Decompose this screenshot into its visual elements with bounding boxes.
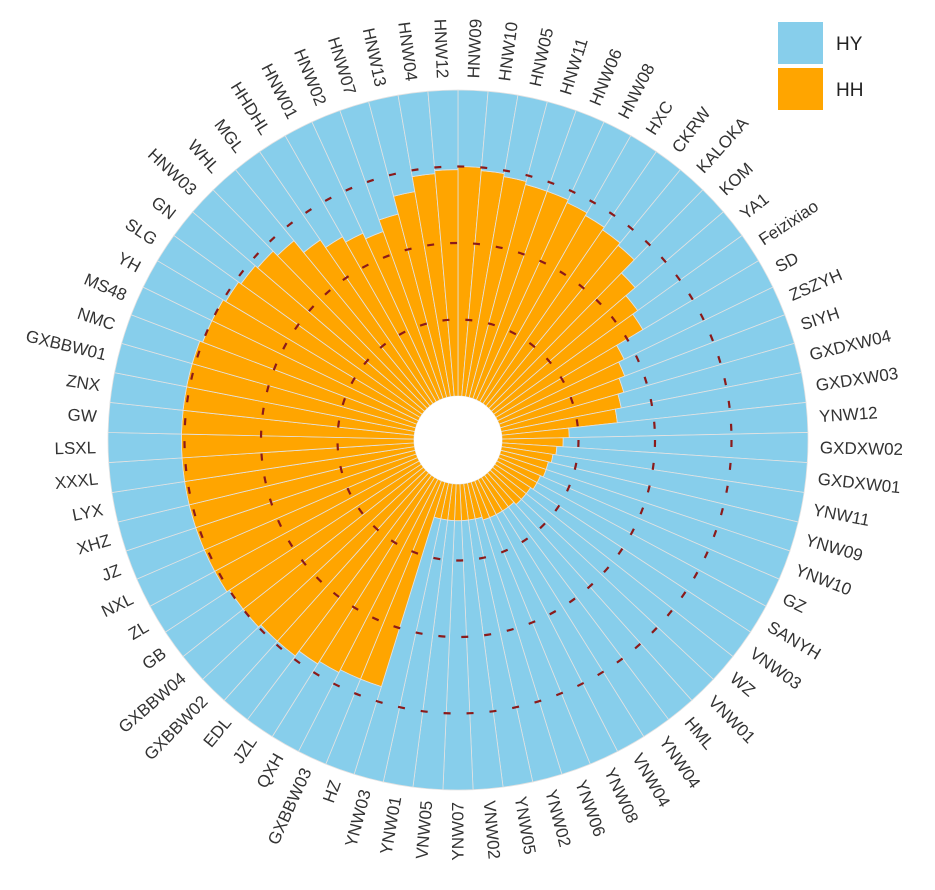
label-slg: SLG <box>122 215 161 250</box>
label-ynw02: YNW02 <box>541 788 574 849</box>
reference-circle-1 <box>336 318 580 562</box>
label-qxh: QXH <box>253 750 288 791</box>
label-hxc: HXC <box>642 98 677 139</box>
label-lyx: LYX <box>71 500 105 525</box>
label-ynw03: YNW03 <box>341 788 374 849</box>
label-hnw05: HNW05 <box>526 26 557 88</box>
bar-hy-lsxl <box>107 432 183 464</box>
legend-swatch-hy <box>778 22 823 64</box>
reference-circle-3 <box>183 165 733 715</box>
reference-circle-2 <box>259 241 657 639</box>
label-gxdxw01: GXDXW01 <box>817 469 902 497</box>
legend: HY HH <box>778 22 863 110</box>
label-gxbbw01: GXBBW01 <box>24 327 108 365</box>
label-ynw12: YNW12 <box>819 403 879 426</box>
legend-swatch-hh <box>778 68 823 110</box>
label-yh: YH <box>114 249 144 277</box>
label-zl: ZL <box>125 617 152 643</box>
legend-label-hh: HH <box>836 80 863 101</box>
label-ynw11: YNW11 <box>811 500 871 530</box>
label-siyh: SIYH <box>798 304 842 335</box>
label-hnw07: HNW07 <box>324 35 360 97</box>
label-nxl: NXL <box>98 590 136 622</box>
label-ynw09: YNW09 <box>803 531 865 565</box>
label-ynw10: YNW10 <box>793 561 854 600</box>
label-wz: WZ <box>726 669 758 701</box>
label-gw: GW <box>67 405 97 426</box>
label-znx: ZNX <box>65 371 101 395</box>
label-edl: EDL <box>200 713 236 751</box>
label-ynw01: YNW01 <box>377 795 406 856</box>
legend-label-hy: HY <box>836 34 863 55</box>
label-hnw13: HNW13 <box>359 26 390 88</box>
label-jzl: JZL <box>229 733 261 767</box>
label-gn: GN <box>148 193 180 224</box>
center-hole <box>414 396 502 484</box>
label-hnw11: HNW11 <box>556 36 591 97</box>
label-ynw08: YNW08 <box>600 765 642 826</box>
label-lsxl: LSXL <box>54 438 96 458</box>
label-ynw06: YNW06 <box>571 778 609 840</box>
label-gxdxw03: GXDXW03 <box>814 364 899 395</box>
label-ynw05: YNW05 <box>511 795 540 856</box>
label-gz: GZ <box>780 590 810 617</box>
label-xhz: XHZ <box>75 531 113 559</box>
label-nmc: NMC <box>75 304 118 334</box>
label-gxdxw04: GXDXW04 <box>808 326 893 364</box>
label-gxdxw02: GXDXW02 <box>820 438 904 459</box>
label-ya1: YA1 <box>737 189 773 223</box>
label-hml: HML <box>681 713 718 753</box>
reference-circles <box>183 165 733 715</box>
label-hnw10: HNW10 <box>495 21 522 82</box>
label-hnw12: HNW12 <box>430 18 452 78</box>
label-ynw07: YNW07 <box>449 802 468 861</box>
label-hnw02: HNW02 <box>290 46 330 108</box>
label-vnw02: VNW02 <box>480 800 504 860</box>
label-zszyh: ZSZYH <box>786 265 845 305</box>
label-hnw09: HNW09 <box>464 18 486 78</box>
bar-hy-hnw12 <box>427 89 459 171</box>
label-hnw04: HNW04 <box>394 21 421 82</box>
label-jz: JZ <box>99 561 123 586</box>
label-sd: SD <box>772 249 802 277</box>
label-mgl: MGL <box>210 116 247 157</box>
bars-group <box>107 89 809 791</box>
label-hnw06: HNW06 <box>586 46 626 108</box>
label-xxxl: XXXL <box>54 469 99 493</box>
label-ms48: MS48 <box>81 270 129 305</box>
label-hz: HZ <box>319 778 345 806</box>
label-vnw05: VNW05 <box>412 800 436 860</box>
label-whl: WHL <box>184 136 223 177</box>
label-kom: KOM <box>716 159 757 199</box>
label-gb: GB <box>139 644 170 674</box>
